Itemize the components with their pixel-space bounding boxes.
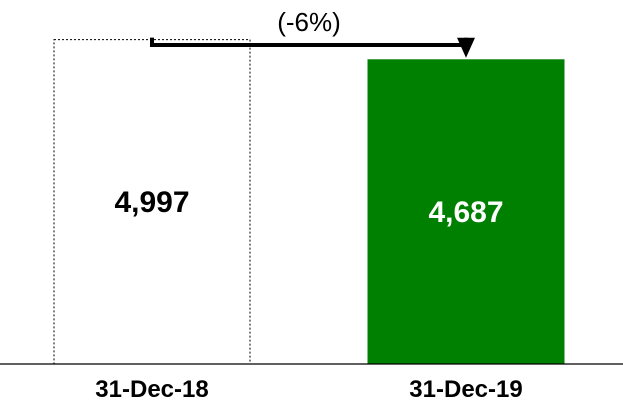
bar-31-dec-18	[53, 39, 251, 365]
bar-31-dec-19	[367, 59, 565, 365]
category-labels-group: 31-Dec-18 31-Dec-19	[95, 376, 522, 403]
bars-group	[53, 39, 565, 365]
arrowhead-icon	[457, 37, 475, 58]
change-percentage-label: (-6%)	[277, 7, 341, 37]
bar-value-label: 4,687	[428, 196, 503, 229]
value-labels-group: 4,997 4,687	[114, 186, 503, 229]
change-connector: (-6%)	[150, 7, 475, 58]
category-tick-label: 31-Dec-19	[409, 376, 522, 403]
bar-value-label: 4,997	[114, 186, 189, 219]
category-tick-label: 31-Dec-18	[95, 376, 208, 403]
